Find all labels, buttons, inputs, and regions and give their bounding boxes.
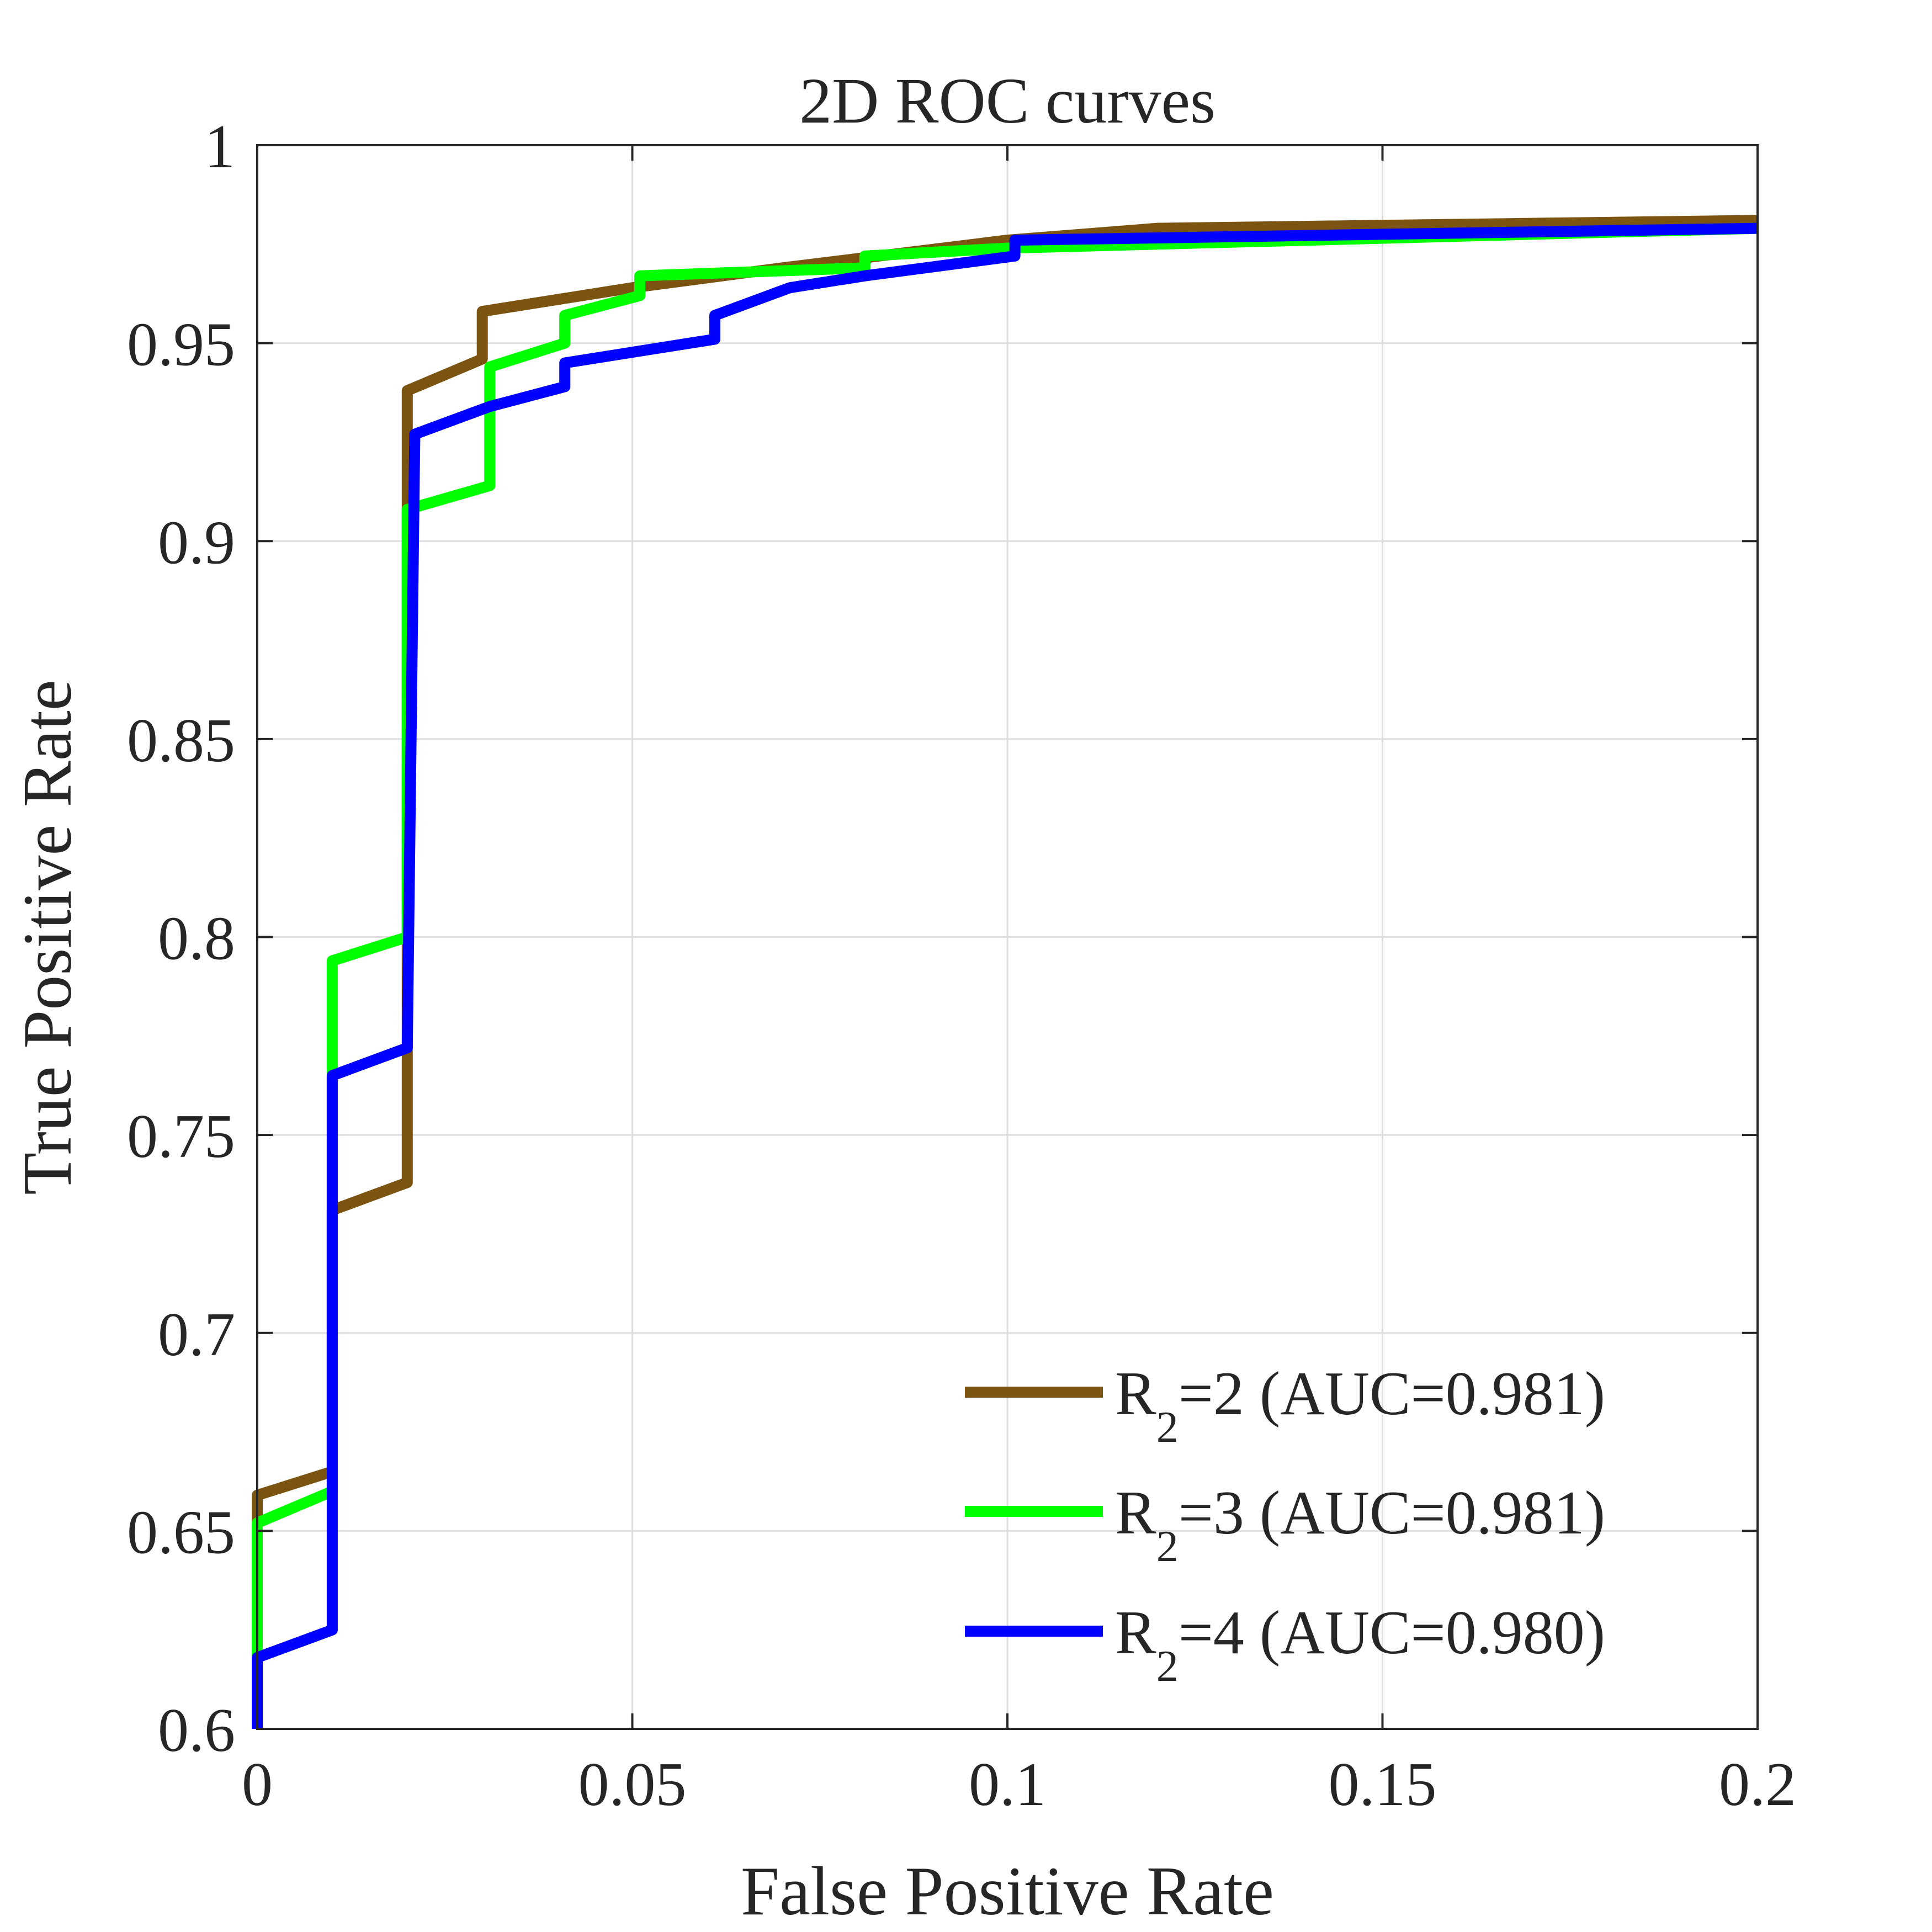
grid-lines [257, 145, 1758, 1729]
y-tick-label: 0.75 [127, 1102, 235, 1171]
legend-entry-1: R2=2 (AUC=0.981) [1115, 1360, 1605, 1452]
tick-marks [256, 144, 1759, 1730]
y-tick-label: 0.95 [127, 311, 235, 379]
y-tick-label: 0.9 [158, 508, 235, 577]
x-tick-label: 0.05 [578, 1750, 687, 1819]
chart-title: 2D ROC curves [799, 65, 1216, 137]
legend-entry-2: R2=3 (AUC=0.981) [1115, 1479, 1605, 1571]
tick-labels: 0 0.05 0.1 0.15 0.2 0.6 0.65 0.7 0.75 0.8 0.85 0.9 0… [127, 113, 1796, 1819]
y-tick-label: 0.7 [158, 1301, 235, 1369]
x-axis-label: False Positive Rate [741, 1853, 1274, 1930]
y-tick-label: 0.65 [127, 1498, 235, 1567]
y-tick-label: 0.6 [158, 1696, 235, 1765]
legend: R2=2 (AUC=0.981) R2=3 (AUC=0.981) R2=4 (AU… [965, 1360, 1605, 1691]
y-tick-label: 0.85 [127, 707, 235, 775]
legend-entry-3: R2=4 (AUC=0.980) [1115, 1599, 1605, 1691]
x-tick-label: 0 [242, 1750, 273, 1819]
x-tick-label: 0.15 [1329, 1750, 1437, 1819]
y-axis-label: True Positive Rate [9, 680, 86, 1195]
x-tick-label: 0.2 [1719, 1750, 1796, 1819]
y-tick-label: 1 [204, 113, 235, 181]
x-tick-label: 0.1 [969, 1750, 1046, 1819]
y-tick-label: 0.8 [158, 905, 235, 973]
roc-curve-3 [252, 222, 1758, 1729]
series-lines [252, 215, 1758, 1729]
